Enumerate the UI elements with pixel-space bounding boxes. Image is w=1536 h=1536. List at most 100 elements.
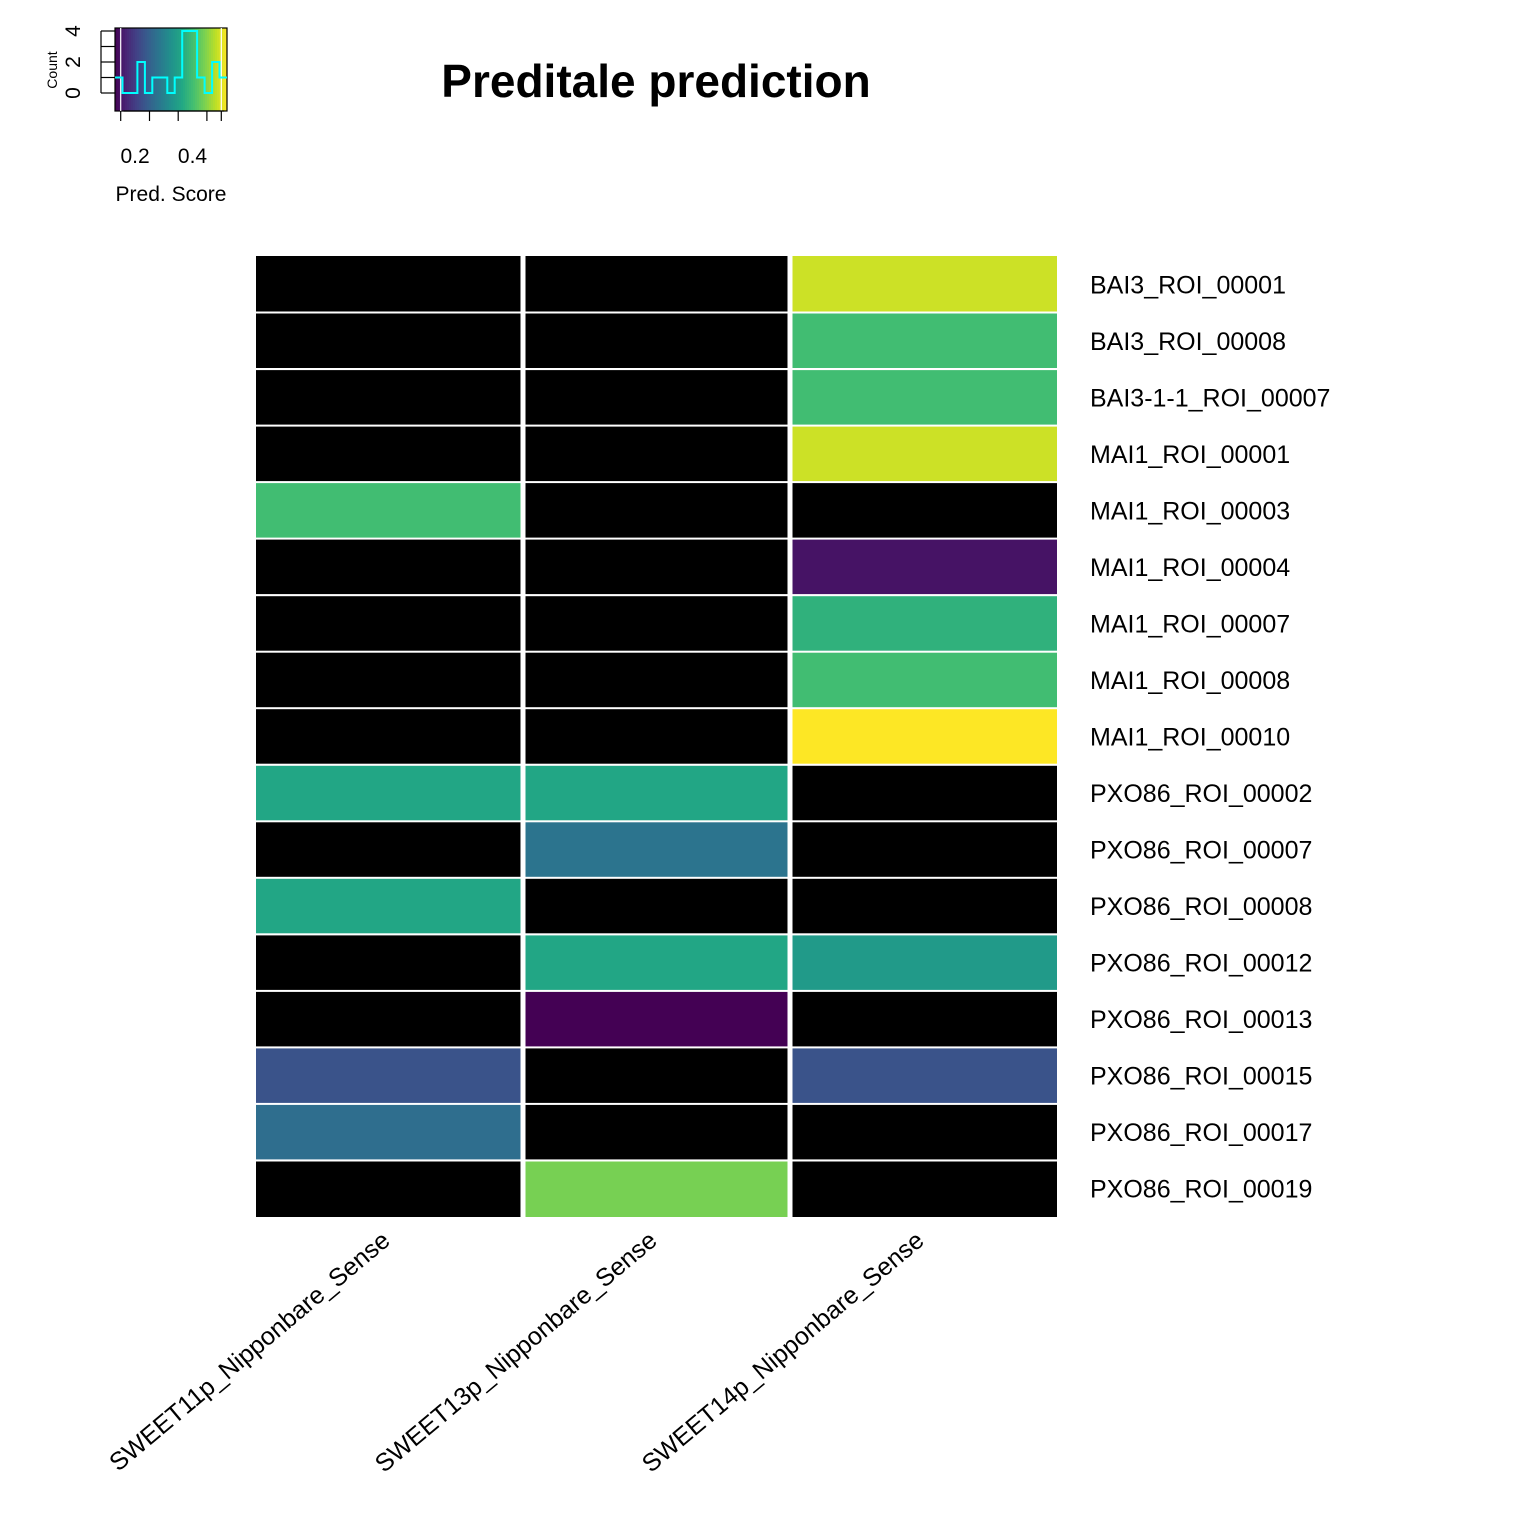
colorbar-strip xyxy=(225,28,228,111)
heatmap-cell xyxy=(256,878,521,934)
colorbar-strip xyxy=(223,28,226,111)
colorbar-strip xyxy=(205,28,208,111)
key-y-tick-label: 2 xyxy=(62,56,85,68)
colorbar-strip xyxy=(145,28,148,111)
heatmap-cell xyxy=(256,1161,521,1217)
colorbar-strip xyxy=(155,28,158,111)
colorbar-strip xyxy=(153,28,156,111)
heatmap-cell xyxy=(525,709,788,764)
heatmap-cell xyxy=(525,1104,788,1160)
heatmap-cell xyxy=(256,709,521,764)
colorbar-strip xyxy=(213,28,216,111)
colorbar-strip xyxy=(221,28,224,111)
column-label: SWEET13p_Nipponbare_Sense xyxy=(370,1226,663,1478)
colorbar-strip xyxy=(201,28,204,111)
colorbar-strip xyxy=(199,28,202,111)
key-y-label: Count xyxy=(44,51,60,88)
heatmap-cell xyxy=(792,313,1057,368)
colorbar-strip xyxy=(209,28,212,111)
heatmap-cell xyxy=(256,426,521,482)
colorbar-strip xyxy=(203,28,206,111)
colorbar-strip xyxy=(167,28,170,111)
row-label: MAI1_ROI_00003 xyxy=(1090,497,1290,525)
heatmap-cell xyxy=(792,1161,1057,1217)
key-y-tick-label: 0 xyxy=(62,87,85,99)
heatmap-cell xyxy=(525,878,788,934)
row-label: PXO86_ROI_00002 xyxy=(1090,780,1312,808)
colorbar-strip xyxy=(141,28,144,111)
column-label: SWEET11p_Nipponbare_Sense xyxy=(104,1226,395,1477)
colorbar-strip xyxy=(125,28,128,111)
heatmap-cell xyxy=(256,256,521,312)
colorbar-strip xyxy=(163,28,166,111)
colorbar-strip xyxy=(171,28,174,111)
heatmap-cell xyxy=(256,652,521,708)
heatmap-cell xyxy=(792,370,1057,425)
heatmap-cell xyxy=(792,991,1057,1047)
heatmap-cell xyxy=(792,1104,1057,1160)
colorbar-strip xyxy=(169,28,172,111)
row-label: MAI1_ROI_00007 xyxy=(1090,610,1290,638)
row-label: BAI3_ROI_00001 xyxy=(1090,271,1286,299)
colorbar-strip xyxy=(193,28,196,111)
heatmap-cell xyxy=(256,1048,521,1103)
colorbar-strip xyxy=(161,28,164,111)
row-label: BAI3_ROI_00008 xyxy=(1090,328,1286,356)
heatmap-cell xyxy=(525,426,788,482)
colorbar-strip xyxy=(117,28,120,111)
colorbar-strip xyxy=(189,28,192,111)
colorbar-strip xyxy=(149,28,152,111)
key-y-tick-label: 4 xyxy=(62,25,85,37)
key-x-tick-label: 0.4 xyxy=(178,145,208,168)
heatmap-cells xyxy=(256,256,1057,1217)
heatmap-cell xyxy=(525,1161,788,1217)
heatmap-cell xyxy=(256,539,521,595)
heatmap-cell xyxy=(256,822,521,877)
colorbar-strip xyxy=(131,28,134,111)
row-label: PXO86_ROI_00008 xyxy=(1090,893,1312,921)
row-labels: BAI3_ROI_00001 BAI3_ROI_00008 BAI3-1-1_ROI… xyxy=(1090,271,1330,1203)
colorbar-strip xyxy=(159,28,162,111)
key-x-label: Pred. Score xyxy=(116,183,227,206)
heatmap-cell xyxy=(792,256,1057,312)
heatmap-cell xyxy=(525,313,788,368)
colorbar-strip xyxy=(123,28,126,111)
colorbar-strip xyxy=(139,28,142,111)
colorbar-strip xyxy=(151,28,154,111)
heatmap-cell xyxy=(792,483,1057,538)
heatmap-cell xyxy=(792,935,1057,990)
color-key: 0.2 0.4 Pred. Score 0 2 4 Count xyxy=(44,25,228,206)
heatmap-cell xyxy=(792,652,1057,708)
heatmap-cell xyxy=(792,539,1057,595)
row-label: PXO86_ROI_00013 xyxy=(1090,1006,1312,1034)
colorbar-strip xyxy=(215,28,218,111)
heatmap-cell xyxy=(525,765,788,821)
heatmap-cell xyxy=(792,878,1057,934)
heatmap-cell xyxy=(792,709,1057,764)
heatmap-cell xyxy=(256,1104,521,1160)
colorbar-strip xyxy=(157,28,160,111)
colorbar-strip xyxy=(217,28,220,111)
colorbar-strip xyxy=(121,28,124,111)
colorbar-strip xyxy=(187,28,190,111)
row-label: PXO86_ROI_00007 xyxy=(1090,837,1312,865)
heatmap-cell xyxy=(525,539,788,595)
row-label: PXO86_ROI_00015 xyxy=(1090,1063,1312,1091)
colorbar-strip xyxy=(135,28,138,111)
heatmap-cell xyxy=(525,822,788,877)
heatmap-cell xyxy=(256,483,521,538)
heatmap-cell xyxy=(256,596,521,651)
row-label: MAI1_ROI_00004 xyxy=(1090,554,1290,582)
heatmap-cell xyxy=(256,991,521,1047)
heatmap-cell xyxy=(792,426,1057,482)
colorbar-strip xyxy=(183,28,186,111)
row-label: MAI1_ROI_00008 xyxy=(1090,667,1290,695)
heatmap-cell xyxy=(525,652,788,708)
row-label: BAI3-1-1_ROI_00007 xyxy=(1090,384,1330,412)
heatmap-cell xyxy=(792,822,1057,877)
heatmap-cell xyxy=(792,765,1057,821)
colorbar-strip xyxy=(115,28,118,111)
colorbar-strip xyxy=(191,28,194,111)
heatmap-cell xyxy=(525,370,788,425)
